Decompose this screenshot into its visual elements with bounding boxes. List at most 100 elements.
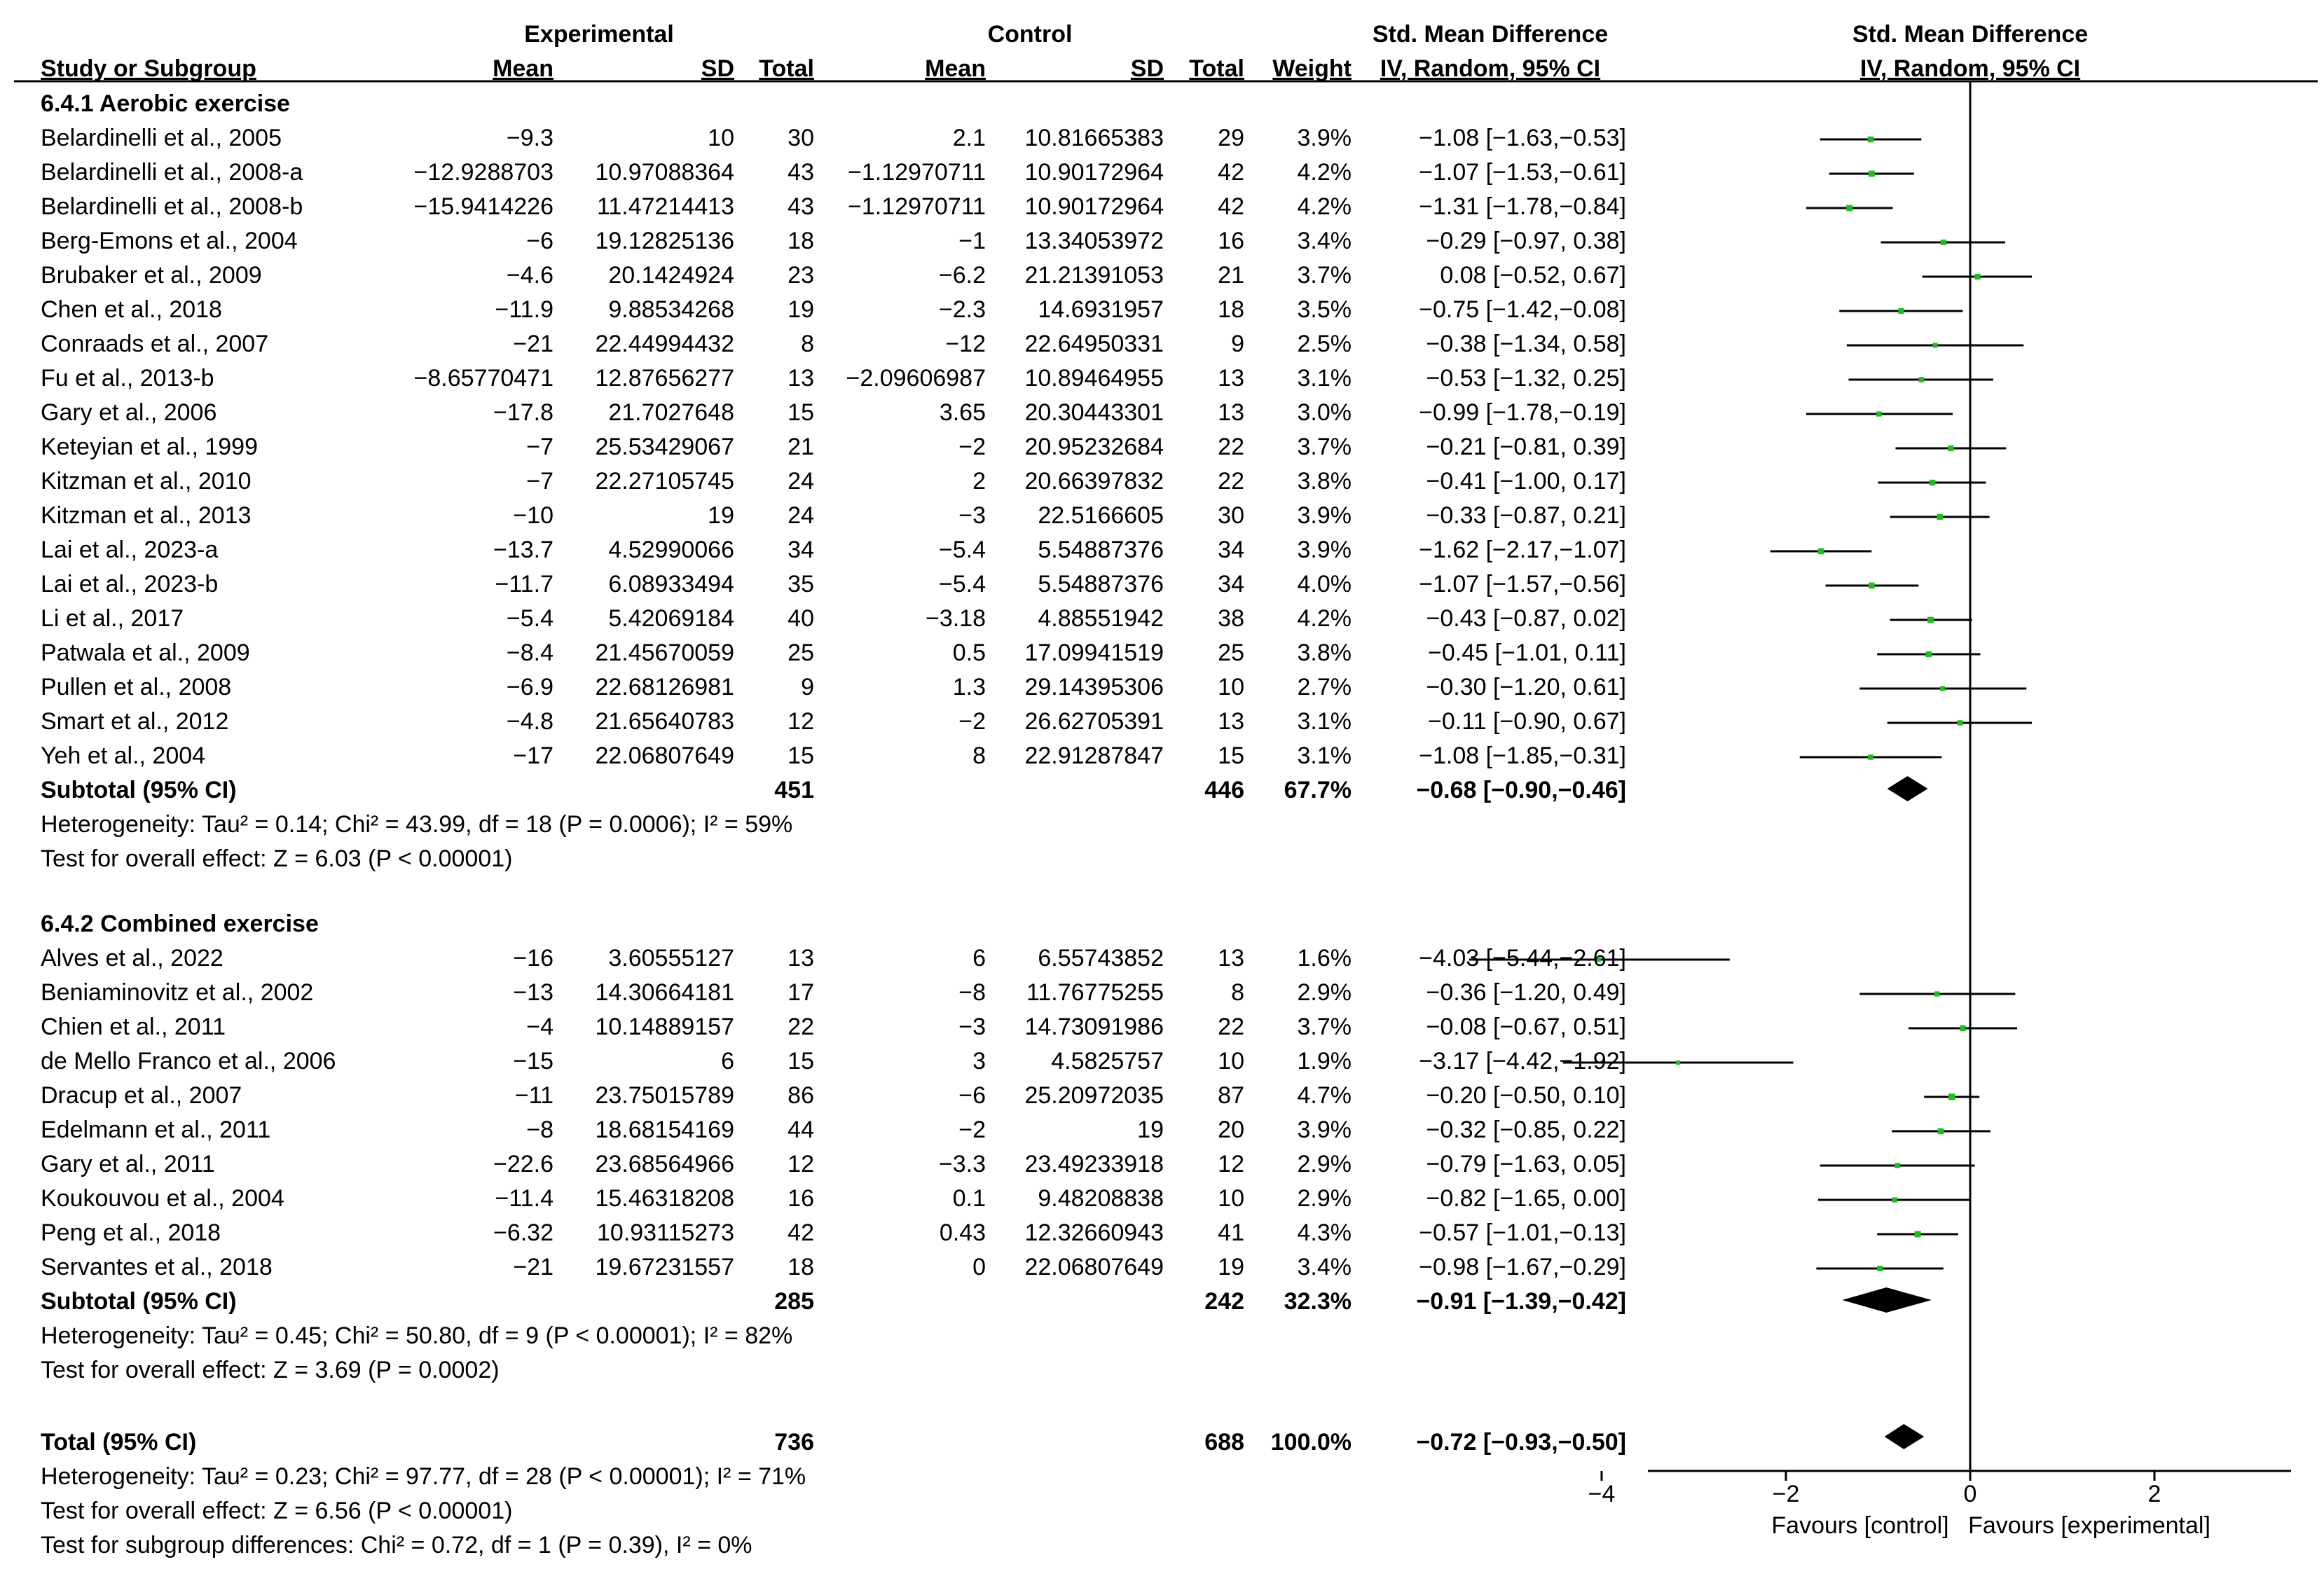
- sd-c: 21.21391053: [1024, 262, 1164, 289]
- sd-e: 11.47214413: [596, 193, 734, 220]
- study-name: de Mello Franco et al., 2006: [41, 1048, 336, 1074]
- mean-c: 0.1: [952, 1185, 986, 1212]
- smd-ci: −0.36 [−1.20, 0.49]: [1426, 979, 1626, 1006]
- smd-ci: −1.08 [−1.63,−0.53]: [1419, 125, 1626, 151]
- mean-e: −10: [513, 502, 554, 529]
- sd-e: 10.14889157: [595, 1014, 734, 1040]
- total-c: 87: [1218, 1082, 1244, 1109]
- total-c: 25: [1218, 640, 1244, 666]
- total-c: 34: [1218, 571, 1244, 597]
- total-e: 40: [788, 605, 814, 632]
- smd-ci: −1.07 [−1.57,−0.56]: [1419, 571, 1626, 597]
- study-name: Gary et al., 2006: [41, 399, 217, 426]
- study-marker: [1877, 1266, 1883, 1271]
- x-tick-label: 4: [2058, 1480, 2324, 1508]
- study-name: Keteyian et al., 1999: [41, 434, 259, 460]
- mean-e: −4: [526, 1014, 554, 1040]
- col-mean-c: Mean: [925, 55, 986, 82]
- subtotal-total-e: 285: [774, 1288, 814, 1315]
- plot-ci: IV, Random, 95% CI: [1859, 55, 2081, 82]
- col-total-c: Total: [1189, 55, 1244, 82]
- favours-experimental: Favours [experimental]: [1968, 1512, 2210, 1539]
- study-marker: [1676, 1060, 1681, 1065]
- study-name: Smart et al., 2012: [41, 708, 229, 735]
- header-experimental: Experimental: [524, 21, 674, 48]
- total-e: 13: [788, 365, 814, 392]
- subtotal-weight: 32.3%: [1284, 1288, 1352, 1315]
- mean-e: −11: [514, 1082, 554, 1109]
- mean-e: −21: [513, 331, 554, 357]
- mean-e: −7: [526, 468, 554, 495]
- sd-c: 4.5825757: [1051, 1048, 1164, 1074]
- total-e: 25: [788, 640, 814, 666]
- study-marker: [1868, 754, 1873, 760]
- subtotal-ci: −0.68 [−0.90,−0.46]: [1416, 777, 1626, 803]
- total-c: 13: [1218, 708, 1244, 735]
- total-overall-effect: Test for overall effect: Z = 6.56 (P < 0…: [41, 1498, 513, 1524]
- total-c: 19: [1218, 1254, 1244, 1280]
- sd-e: 21.45670059: [595, 640, 734, 666]
- smd-ci: −0.41 [−1.00, 0.17]: [1426, 468, 1626, 495]
- study-name: Koukouvou et al., 2004: [41, 1185, 284, 1212]
- mean-e: −22.6: [493, 1151, 554, 1177]
- sd-c: 10.90172964: [1024, 159, 1164, 186]
- mean-c: −1: [958, 228, 986, 254]
- sd-e: 19.12825136: [595, 228, 734, 254]
- sd-e: 10: [708, 125, 734, 151]
- study-marker: [1892, 1197, 1897, 1203]
- study-name: Kitzman et al., 2013: [41, 502, 252, 529]
- total-e: 18: [788, 1254, 814, 1280]
- study-name: Servantes et al., 2018: [41, 1254, 273, 1280]
- weight: 4.2%: [1297, 605, 1352, 632]
- total-e: 13: [788, 945, 814, 972]
- heterogeneity: Heterogeneity: Tau² = 0.14; Chi² = 43.99…: [41, 811, 793, 838]
- total-c: 29: [1218, 125, 1244, 151]
- smd-ci: −0.75 [−1.42,−0.08]: [1419, 296, 1626, 323]
- total-e: 43: [788, 193, 814, 220]
- smd-ci: −0.45 [−1.01, 0.11]: [1428, 640, 1626, 666]
- study-marker: [1974, 273, 1981, 280]
- total-e: 15: [788, 399, 814, 426]
- total-c: 10: [1218, 1048, 1244, 1074]
- study-marker: [1957, 720, 1963, 726]
- weight: 3.9%: [1297, 125, 1352, 151]
- subtotal-weight: 67.7%: [1284, 777, 1352, 803]
- total-e: 15: [788, 742, 814, 769]
- total-c: 8: [1231, 979, 1244, 1006]
- mean-c: −2: [958, 1117, 986, 1143]
- total-e: 34: [788, 537, 814, 563]
- total-c: 22: [1218, 434, 1244, 460]
- mean-e: −4.8: [506, 708, 554, 735]
- weight: 3.4%: [1297, 1254, 1352, 1280]
- col-total-e: Total: [759, 55, 814, 82]
- smd-ci: −1.08 [−1.85,−0.31]: [1419, 742, 1626, 769]
- sd-c: 4.88551942: [1038, 605, 1164, 632]
- total-e: 35: [788, 571, 814, 597]
- mean-c: 3.65: [939, 399, 986, 426]
- mean-e: −17: [513, 742, 554, 769]
- subtotal-total-e: 451: [774, 777, 814, 803]
- sd-c: 5.54887376: [1038, 537, 1164, 563]
- study-marker: [1868, 582, 1875, 589]
- total-c: 10: [1218, 1185, 1244, 1212]
- total-c: 10: [1218, 674, 1244, 700]
- mean-c: 3: [972, 1048, 986, 1074]
- sd-c: 22.06807649: [1024, 1254, 1164, 1280]
- mean-e: −15: [513, 1048, 554, 1074]
- total-e: 23: [788, 262, 814, 289]
- col-weight: Weight: [1272, 55, 1352, 82]
- mean-e: −6: [526, 228, 554, 254]
- total-e: 9: [801, 674, 814, 700]
- mean-c: −2: [958, 708, 986, 735]
- total-e: 17: [788, 979, 814, 1006]
- subtotal-diamond: [1842, 1287, 1932, 1313]
- study-name: Berg-Emons et al., 2004: [41, 228, 298, 254]
- study-name: Belardinelli et al., 2005: [41, 125, 282, 151]
- weight: 3.0%: [1297, 399, 1352, 426]
- sd-c: 22.91287847: [1024, 742, 1164, 769]
- total-e: 30: [788, 125, 814, 151]
- mean-c: 1.3: [952, 674, 986, 700]
- weight: 1.6%: [1297, 945, 1352, 972]
- smd-ci: −0.32 [−0.85, 0.22]: [1426, 1117, 1626, 1143]
